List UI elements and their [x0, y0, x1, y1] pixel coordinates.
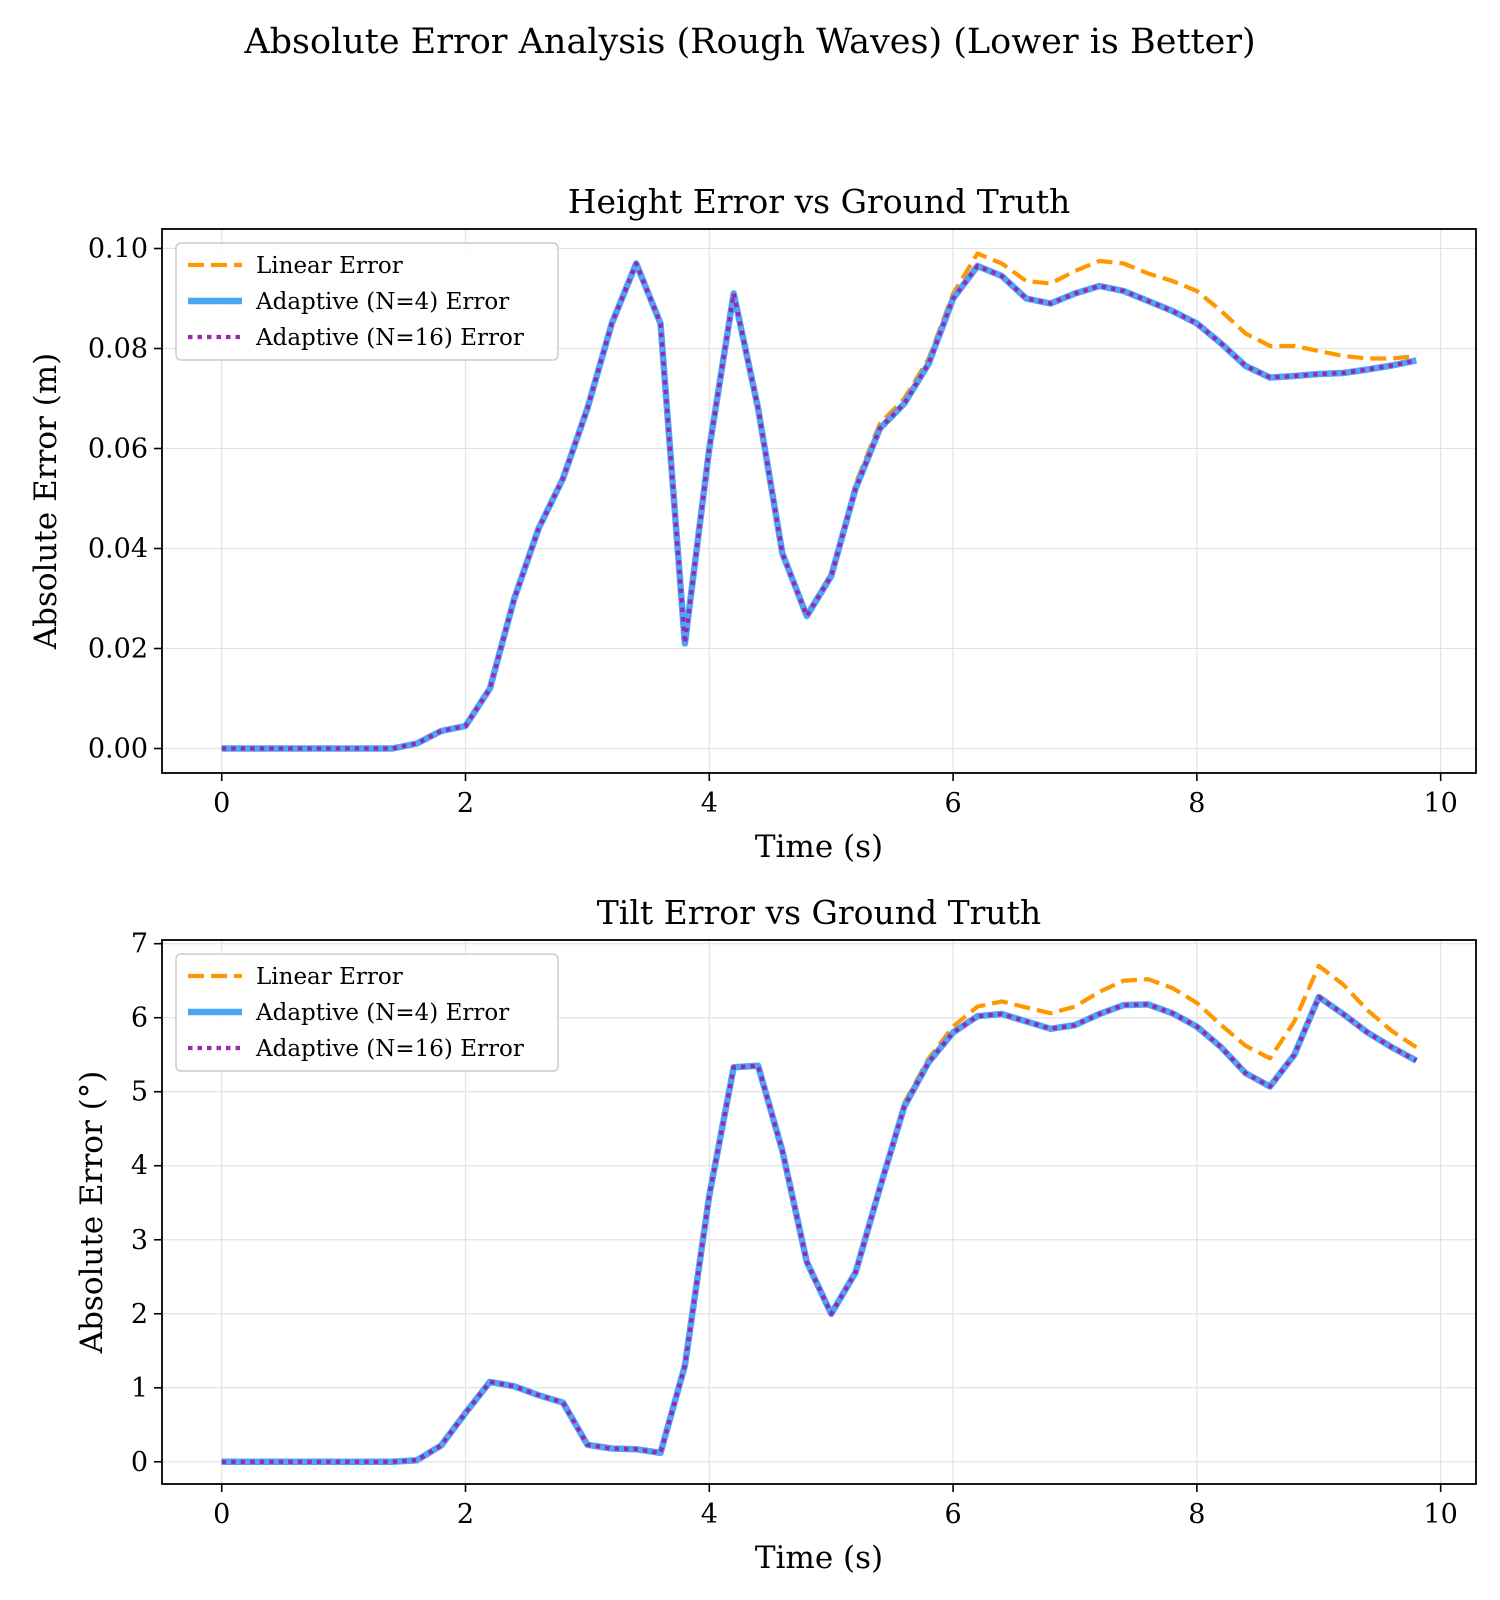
x-tick-label: 10	[1423, 1499, 1457, 1530]
y-tick-label: 0.02	[88, 634, 148, 665]
tilt-chart-legend: Linear Error Adaptive (N=4) Error Adaptive…	[175, 953, 559, 1072]
height-chart-ylabel: Absolute Error (m)	[28, 353, 64, 651]
series-line-3	[221, 994, 1418, 1464]
figure-title: Absolute Error Analysis (Rough Waves) (L…	[244, 22, 1256, 62]
x-tick-label: 6	[944, 1499, 961, 1530]
y-tick-label: 1	[131, 1373, 148, 1404]
x-tick-label: 0	[213, 1499, 230, 1530]
legend-label-2: Adaptive (N=4) Error	[255, 289, 509, 315]
legend-label-2: Adaptive (N=4) Error	[255, 1000, 509, 1026]
y-tick-label: 0.06	[88, 434, 148, 465]
y-tick-label: 0.00	[88, 734, 148, 765]
legend-label-1: Linear Error	[256, 253, 403, 279]
height-chart-plot-area	[221, 251, 1417, 752]
legend-label-3: Adaptive (N=16) Error	[255, 1036, 524, 1062]
x-tick-label: 4	[701, 788, 718, 819]
x-tick-label: 6	[944, 788, 961, 819]
y-tick-label: 0.08	[88, 334, 148, 365]
tilt-chart-frame	[161, 939, 1477, 1485]
x-tick-label: 2	[457, 1499, 474, 1530]
tilt-chart-ylabel: Absolute Error (°)	[74, 1071, 110, 1355]
legend-label-3: Adaptive (N=16) Error	[255, 325, 524, 351]
tilt-chart-xlabel: Time (s)	[755, 1540, 883, 1576]
height-chart-frame	[161, 228, 1477, 774]
y-tick-label: 7	[131, 929, 148, 960]
tilt-chart: Tilt Error vs Ground Truth 0 2 4 6 8 10 0 1 2 3 4 5 6…	[74, 893, 1477, 1576]
y-tick-label: 6	[131, 1003, 148, 1034]
y-tick-label: 3	[131, 1225, 148, 1256]
height-chart-title: Height Error vs Ground Truth	[568, 182, 1071, 221]
x-tick-label: 10	[1423, 788, 1457, 819]
height-chart-xlabel: Time (s)	[755, 829, 883, 865]
y-tick-label: 0.04	[88, 534, 148, 565]
y-tick-label: 0	[131, 1447, 148, 1478]
x-tick-label: 8	[1188, 1499, 1205, 1530]
tilt-chart-plot-area	[221, 963, 1418, 1466]
height-chart-legend: Linear Error Adaptive (N=4) Error Adaptive…	[175, 242, 559, 361]
height-chart: Height Error vs Ground Truth 0 2 4 6 8 10 0.00 0…	[28, 182, 1477, 865]
legend-box	[175, 953, 559, 1072]
y-tick-label: 4	[131, 1151, 148, 1182]
y-tick-label: 0.10	[88, 234, 148, 265]
y-tick-label: 2	[131, 1299, 148, 1330]
y-tick-label: 5	[131, 1077, 148, 1108]
x-tick-label: 4	[701, 1499, 718, 1530]
legend-label-1: Linear Error	[256, 964, 403, 990]
legend-box	[175, 242, 559, 361]
series-line-3	[221, 261, 1417, 751]
x-tick-label: 0	[213, 788, 230, 819]
x-tick-label: 2	[457, 788, 474, 819]
tilt-chart-title: Tilt Error vs Ground Truth	[597, 893, 1041, 932]
x-tick-label: 8	[1188, 788, 1205, 819]
